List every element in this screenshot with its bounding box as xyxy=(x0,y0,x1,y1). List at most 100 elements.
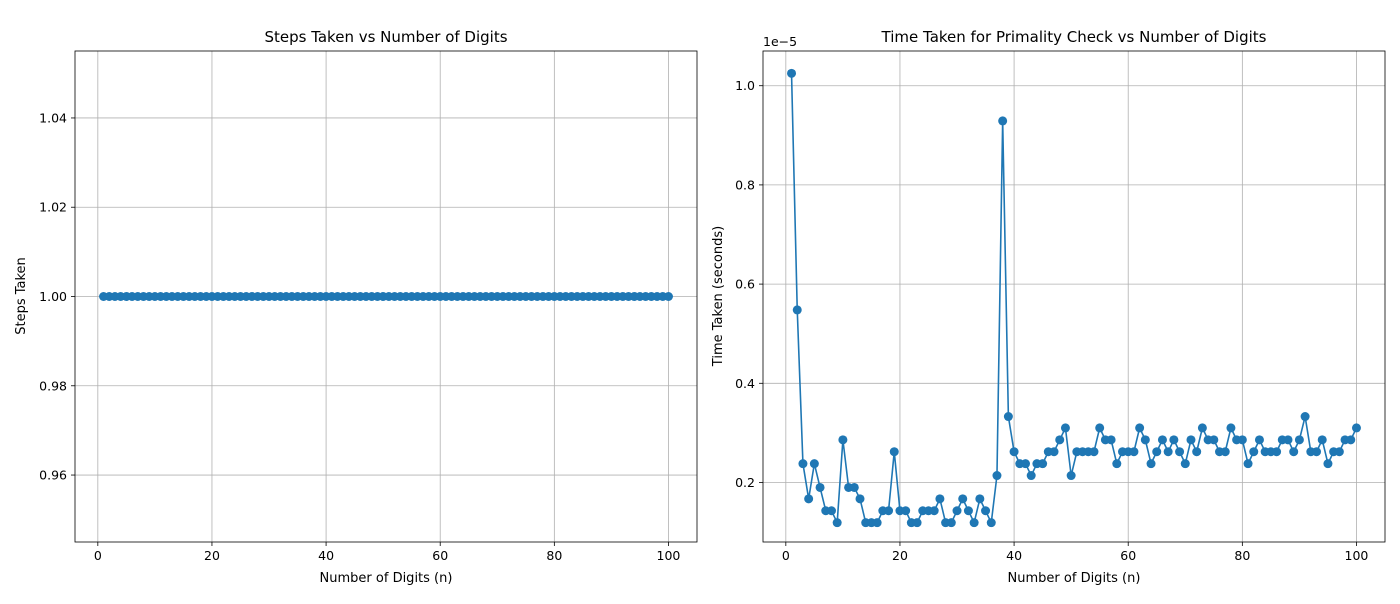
time-chart-data-point xyxy=(1254,435,1264,445)
time-chart-data-point xyxy=(1026,471,1036,481)
time-chart-data-point xyxy=(1146,459,1156,469)
time-chart-data-point xyxy=(1209,435,1219,445)
time-chart-data-point xyxy=(798,459,808,469)
time-chart-data-point xyxy=(1169,435,1179,445)
time-chart-data-point xyxy=(975,494,985,504)
steps-chart-x-tick-label: 40 xyxy=(318,548,334,563)
time-chart-x-axis-label: Number of Digits (n) xyxy=(1008,571,1141,586)
time-chart: 0 20 40 60 80 100 0.2 0.4 0.6 0.8 1.0 Time Taken f… xyxy=(711,28,1386,586)
time-chart-data-point xyxy=(884,506,894,516)
time-chart-y-tick-label: 0.6 xyxy=(735,277,755,292)
time-chart-data-point xyxy=(1157,435,1167,445)
steps-chart-ticks: 0 20 40 60 80 100 0.96 0.98 1.00 1.02 1.04 xyxy=(39,110,680,563)
time-chart-y-tick-label: 0.2 xyxy=(735,475,755,490)
time-chart-data-point xyxy=(1175,447,1185,457)
time-chart-y-tick-label: 1.0 xyxy=(735,78,755,93)
steps-chart-series xyxy=(99,292,673,301)
time-chart-data-point xyxy=(855,494,865,504)
time-chart-data-point xyxy=(1163,447,1173,457)
time-chart-data-point xyxy=(838,435,848,445)
time-chart-data-point xyxy=(804,494,814,504)
time-chart-data-point xyxy=(832,518,842,528)
steps-chart-x-tick-label: 60 xyxy=(432,548,448,563)
time-chart-data-point xyxy=(1351,423,1361,433)
time-chart-data-point xyxy=(849,482,859,492)
time-chart-data-point xyxy=(1249,447,1259,457)
time-chart-frame xyxy=(762,50,1386,543)
time-chart-data-point xyxy=(826,506,836,516)
steps-chart-title: Steps Taken vs Number of Digits xyxy=(264,28,507,46)
steps-chart-x-tick-label: 80 xyxy=(546,548,562,563)
time-chart-data-point xyxy=(929,506,939,516)
time-chart-data-point xyxy=(1192,447,1202,457)
time-chart-data-point xyxy=(946,518,956,528)
time-chart-data-point xyxy=(986,518,996,528)
steps-chart-x-axis-label: Number of Digits (n) xyxy=(320,571,453,586)
time-chart-data-point xyxy=(1066,471,1076,481)
time-chart-data-point xyxy=(1135,423,1145,433)
steps-chart-y-tick-label: 1.04 xyxy=(39,110,67,125)
time-chart-data-point xyxy=(792,305,802,315)
time-chart-x-tick-label: 100 xyxy=(1345,548,1369,563)
time-chart-data-point xyxy=(1289,447,1299,457)
time-chart-data-point xyxy=(952,506,962,516)
time-chart-data-point xyxy=(1243,459,1253,469)
time-chart-title: Time Taken for Primality Check vs Number… xyxy=(881,28,1267,46)
time-chart-data-point xyxy=(1346,435,1356,445)
time-chart-data-point xyxy=(1334,447,1344,457)
time-chart-data-point xyxy=(1112,459,1122,469)
steps-chart-y-tick-label: 0.98 xyxy=(39,378,67,393)
time-chart-data-point xyxy=(1009,447,1019,457)
time-chart-data-point xyxy=(935,494,945,504)
steps-chart-x-tick-label: 100 xyxy=(657,548,681,563)
steps-chart-x-tick-label: 0 xyxy=(94,548,102,563)
time-chart-data-point xyxy=(1055,435,1065,445)
time-chart-data-point xyxy=(958,494,968,504)
time-chart-data-point xyxy=(1300,412,1310,422)
time-chart-data-point xyxy=(1089,447,1099,457)
time-chart-y-axis-label: Time Taken (seconds) xyxy=(711,226,726,367)
time-chart-data-point xyxy=(912,518,922,528)
time-chart-data-point xyxy=(809,459,819,469)
steps-chart-y-tick-label: 1.02 xyxy=(39,200,67,215)
steps-chart-x-tick-label: 20 xyxy=(204,548,220,563)
time-chart-data-point xyxy=(1197,423,1207,433)
time-chart-data-point xyxy=(1060,423,1070,433)
time-chart-data-point xyxy=(901,506,911,516)
steps-chart-y-axis-label: Steps Taken xyxy=(14,257,29,335)
time-chart-data-point xyxy=(1140,435,1150,445)
time-chart-grid xyxy=(763,51,1385,542)
time-chart-data-point xyxy=(815,482,825,492)
time-chart-y-tick-label: 0.4 xyxy=(735,376,755,391)
time-chart-data-point xyxy=(1003,412,1013,422)
steps-chart: 0 20 40 60 80 100 0.96 0.98 1.00 1.02 1.04 Steps T… xyxy=(14,28,698,586)
time-chart-data-point xyxy=(981,506,991,516)
time-chart-data-point xyxy=(1283,435,1293,445)
time-chart-series xyxy=(787,68,1361,528)
time-chart-data-point xyxy=(1049,447,1059,457)
time-chart-data-point xyxy=(1129,447,1139,457)
time-chart-data-point xyxy=(1152,447,1162,457)
time-chart-data-point xyxy=(1294,435,1304,445)
time-chart-data-point xyxy=(889,447,899,457)
time-chart-data-point xyxy=(1220,447,1230,457)
time-chart-x-tick-label: 40 xyxy=(1006,548,1022,563)
time-chart-data-point xyxy=(1095,423,1105,433)
time-chart-data-point xyxy=(1038,459,1048,469)
time-chart-data-point xyxy=(992,471,1002,481)
time-chart-y-tick-label: 0.8 xyxy=(735,177,755,192)
time-chart-data-point xyxy=(963,506,973,516)
time-chart-x-tick-label: 80 xyxy=(1234,548,1250,563)
time-chart-data-point xyxy=(1323,459,1333,469)
time-chart-data-point xyxy=(1272,447,1282,457)
time-chart-offset-text: 1e−5 xyxy=(763,34,797,49)
time-chart-data-point xyxy=(969,518,979,528)
time-chart-data-point xyxy=(1317,435,1327,445)
time-chart-data-point xyxy=(1106,435,1116,445)
time-chart-ticks: 0 20 40 60 80 100 0.2 0.4 0.6 0.8 1.0 xyxy=(735,78,1368,563)
time-chart-data-point xyxy=(998,116,1008,126)
time-chart-data-point xyxy=(872,518,882,528)
time-chart-x-tick-label: 20 xyxy=(892,548,908,563)
